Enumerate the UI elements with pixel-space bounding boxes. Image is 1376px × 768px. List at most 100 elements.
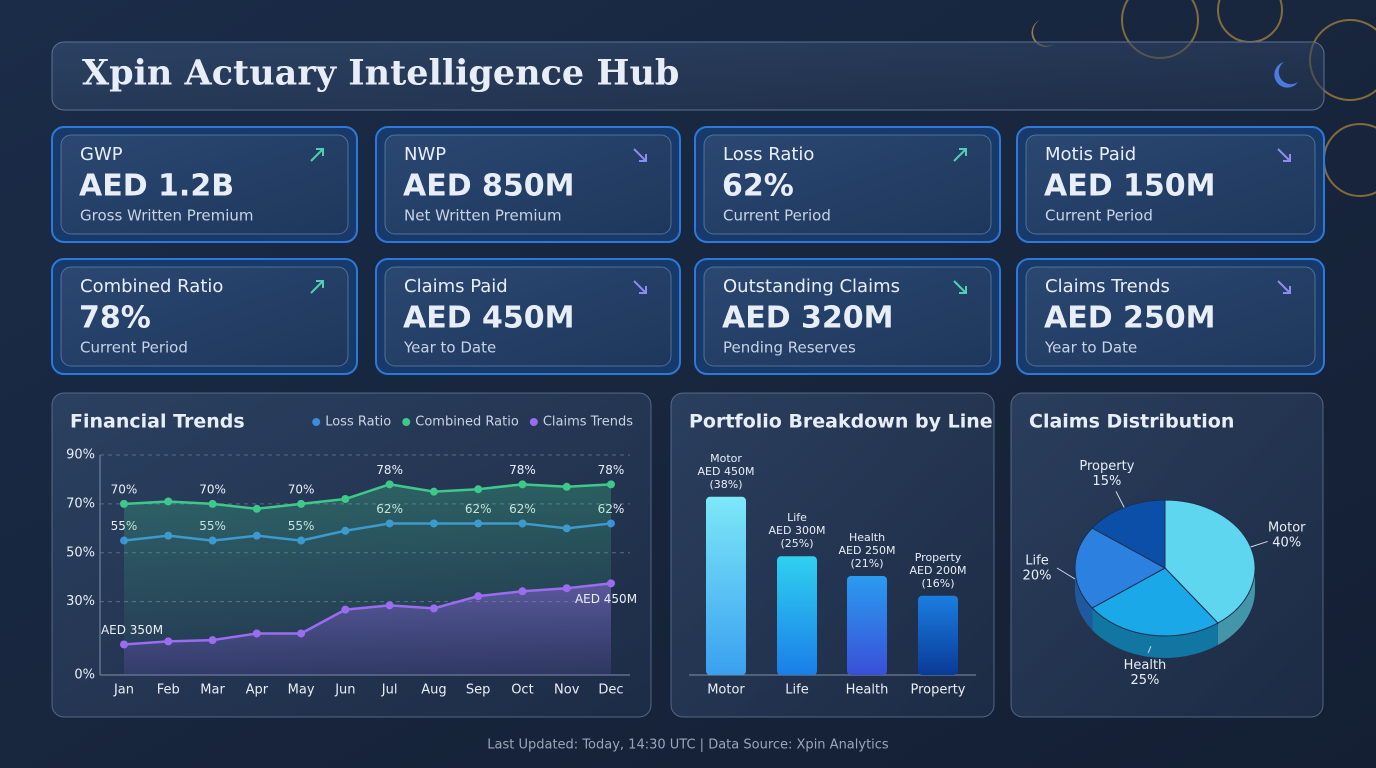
data-point — [341, 605, 350, 614]
trend-icon — [633, 148, 647, 162]
kpi-label: Claims Paid — [404, 276, 508, 297]
pie-value-label: 25% — [1131, 673, 1160, 688]
leader-line — [1056, 567, 1076, 580]
pie-value-label: 20% — [1023, 569, 1052, 584]
bar-category-label: Motor — [710, 452, 742, 465]
pie-slice — [1164, 499, 1256, 624]
kpi-subtitle: Current Period — [1045, 207, 1153, 225]
x-tick-label: Jan — [113, 683, 134, 698]
data-point — [341, 495, 350, 503]
x-tick-label: May — [288, 683, 315, 698]
x-tick-label: Life — [785, 683, 808, 698]
chart-title: Portfolio Breakdown by Line — [689, 411, 993, 433]
y-tick-label: 30% — [66, 594, 95, 609]
x-tick-label: Health — [846, 683, 889, 698]
y-tick-label: 90% — [66, 448, 95, 463]
pie-side — [1217, 568, 1255, 646]
series-line — [123, 483, 612, 511]
data-label: 78% — [598, 463, 625, 477]
legend-dot — [402, 418, 411, 426]
footer-text: Last Updated: Today, 14:30 UTC | Data So… — [487, 738, 889, 753]
pie-slice — [1074, 527, 1167, 609]
data-point — [607, 480, 615, 489]
x-tick-label: Apr — [246, 683, 269, 698]
kpi-glass — [703, 266, 992, 367]
chart-title: Claims Distribution — [1029, 411, 1234, 433]
leader-line — [1115, 491, 1125, 508]
leader-line — [1147, 645, 1152, 654]
kpi-label: Outstanding Claims — [723, 276, 900, 297]
bar — [918, 595, 958, 675]
bar-value-label: AED 200M — [910, 564, 967, 577]
data-point — [164, 497, 173, 506]
x-tick-label: Jul — [381, 683, 398, 698]
data-label: AED 350M — [101, 623, 163, 637]
header-panel — [51, 41, 1325, 111]
bar — [777, 556, 817, 675]
kpi-value: AED 450M — [403, 301, 575, 336]
bar — [847, 576, 887, 675]
x-tick-label: Motor — [707, 683, 745, 698]
bar-value-label: AED 450M — [698, 465, 755, 478]
y-tick-label: 50% — [66, 545, 95, 560]
kpi-label: Motis Paid — [1045, 144, 1136, 165]
trend-icon — [310, 280, 324, 294]
kpi-value: AED 1.2B — [79, 169, 234, 204]
data-point — [208, 499, 217, 508]
bar-value-label: AED 300M — [769, 524, 826, 537]
trend-icon — [633, 280, 647, 294]
y-tick-label: 70% — [66, 496, 95, 511]
data-label: 70% — [199, 482, 226, 496]
trend-icon — [310, 148, 324, 162]
pie-category-label: Property — [1079, 459, 1134, 474]
moon-icon — [1274, 62, 1298, 88]
kpi-subtitle: Net Written Premium — [404, 207, 562, 225]
data-point — [120, 640, 128, 649]
page-title: Xpin Actuary Intelligence Hub — [82, 53, 679, 94]
pie-side — [1075, 568, 1093, 630]
kpi-glass — [1025, 266, 1316, 367]
bar-share-label: (38%) — [709, 478, 742, 491]
data-label: 78% — [509, 463, 536, 477]
data-point — [252, 629, 261, 638]
kpi-glass — [60, 266, 349, 367]
kpi-glass — [703, 134, 992, 235]
data-label: 70% — [111, 482, 138, 496]
data-point — [385, 480, 394, 489]
data-point — [518, 480, 527, 489]
trend-icon — [1277, 148, 1291, 162]
kpi-subtitle: Pending Reserves — [723, 339, 856, 357]
data-point — [562, 584, 571, 593]
data-label: 78% — [376, 463, 403, 477]
x-tick-label: Mar — [200, 683, 225, 698]
pie-side — [1092, 607, 1218, 658]
leader-line — [1250, 540, 1268, 548]
kpi-subtitle: Year to Date — [1044, 339, 1137, 357]
kpi-label: GWP — [80, 144, 123, 165]
data-point — [429, 604, 438, 613]
kpi-label: NWP — [404, 144, 446, 165]
bar-category-label: Life — [787, 511, 807, 524]
kpi-subtitle: Current Period — [723, 207, 831, 225]
data-point — [252, 504, 261, 513]
legend-label: Claims Trends — [543, 415, 633, 430]
x-tick-label: Feb — [157, 683, 180, 698]
bar-category-label: Health — [849, 531, 885, 544]
x-tick-label: Sep — [466, 683, 491, 698]
legend-dot — [312, 418, 321, 426]
x-tick-label: Aug — [421, 683, 446, 698]
kpi-subtitle: Gross Written Premium — [80, 207, 254, 225]
x-tick-label: Oct — [511, 683, 533, 698]
data-point — [297, 499, 306, 508]
data-label: 70% — [288, 482, 315, 496]
kpi-value: AED 150M — [1044, 169, 1216, 204]
pie-value-label: 40% — [1272, 536, 1301, 551]
x-tick-label: Property — [910, 683, 965, 698]
kpi-glass — [384, 134, 672, 235]
data-point — [518, 587, 527, 596]
trend-icon — [953, 280, 967, 294]
bar-share-label: (16%) — [921, 577, 954, 590]
bar — [706, 496, 746, 675]
kpi-value: AED 850M — [403, 169, 575, 204]
